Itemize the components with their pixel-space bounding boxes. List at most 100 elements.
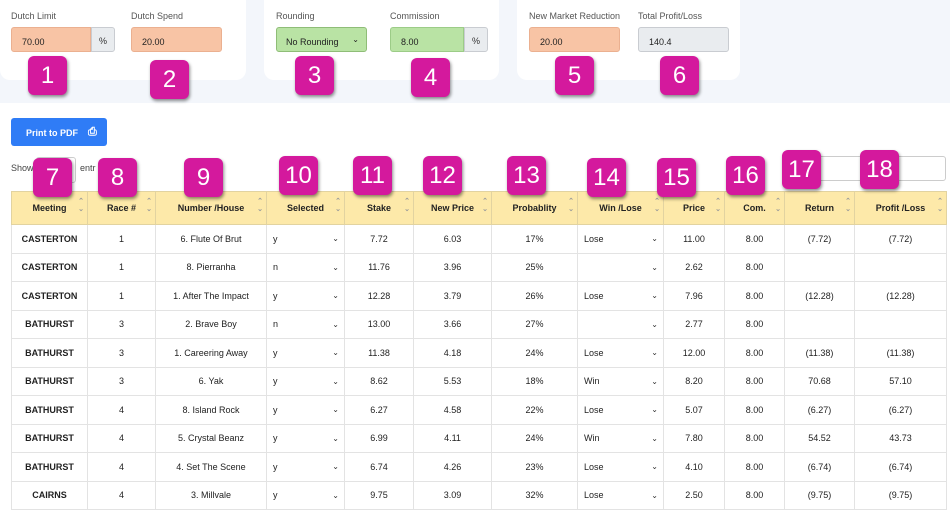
table-cell: 22% [491, 395, 578, 425]
table-cell: 6. Yak [155, 366, 267, 396]
table-cell: 6.27 [344, 395, 414, 425]
column-header[interactable]: New Price ⌃ ⌄ [413, 191, 492, 225]
selected-dropdown[interactable]: y ⌄ [266, 366, 345, 396]
badge-17: 17 [782, 150, 821, 189]
dropdown-value: y [273, 490, 278, 501]
table-cell: 8.00 [724, 480, 785, 510]
column-header[interactable]: Selected ⌃ ⌄ [266, 191, 345, 225]
win-lose-dropdown[interactable]: Lose ⌄ [577, 338, 664, 368]
win-lose-dropdown[interactable]: ⌄ [577, 309, 664, 339]
sort-arrows-icon: ⌃ ⌄ [845, 198, 851, 213]
win-lose-dropdown[interactable]: Lose ⌄ [577, 395, 664, 425]
table-row: BATHURST 3 1. Careering Away y ⌄ 11.38 4.18 24%… [11, 338, 947, 368]
table-cell: 43.73 [854, 423, 947, 453]
column-header[interactable]: Win /Lose ⌃ ⌄ [577, 191, 664, 225]
table-cell: (11.38) [854, 338, 947, 368]
table-cell: 3.96 [413, 252, 492, 282]
badge-9: 9 [184, 158, 223, 197]
chevron-down-icon: ⌄ [651, 234, 658, 243]
sort-arrows-icon: ⌃ ⌄ [715, 198, 721, 213]
table-cell: 6. Flute Of Brut [155, 224, 267, 254]
selected-dropdown[interactable]: y ⌄ [266, 423, 345, 453]
commission-percent-suffix: % [464, 27, 488, 52]
column-header[interactable]: Return ⌃ ⌄ [784, 191, 855, 225]
dutch-spend-input[interactable]: 20.00 [131, 27, 222, 52]
table-header-row: Meeting ⌃ ⌄ Race # ⌃ ⌄ Number /House ⌃ ⌄ Selected… [11, 191, 947, 225]
column-header[interactable]: Number /House ⌃ ⌄ [155, 191, 267, 225]
table-cell: 24% [491, 423, 578, 453]
win-lose-dropdown[interactable]: Lose ⌄ [577, 480, 664, 510]
print-to-pdf-button[interactable]: Print to PDF ⎙ [11, 118, 107, 146]
win-lose-dropdown[interactable]: Lose ⌄ [577, 281, 664, 311]
sort-arrows-icon: ⌃ ⌄ [335, 198, 341, 213]
dropdown-value: y [273, 347, 278, 358]
table-cell: BATHURST [11, 395, 88, 425]
column-header[interactable]: Stake ⌃ ⌄ [344, 191, 414, 225]
selected-dropdown[interactable]: y ⌄ [266, 338, 345, 368]
badge-12: 12 [423, 156, 462, 195]
entries-label: entr [80, 163, 96, 173]
selected-dropdown[interactable]: n ⌄ [266, 309, 345, 339]
column-header[interactable]: Profit /Loss ⌃ ⌄ [854, 191, 947, 225]
column-header[interactable]: Com. ⌃ ⌄ [724, 191, 785, 225]
chevron-down-icon: ⌄ [332, 462, 339, 471]
commission-input[interactable]: 8.00 [390, 27, 464, 52]
win-lose-dropdown[interactable]: Lose ⌄ [577, 224, 664, 254]
chevron-down-icon: ⌄ [332, 405, 339, 414]
total-profit-loss-label: Total Profit/Loss [638, 11, 703, 21]
total-profit-loss-field: 140.4 [638, 27, 729, 52]
column-header[interactable]: Price ⌃ ⌄ [663, 191, 725, 225]
table-cell: 8.00 [724, 423, 785, 453]
table-cell: (6.27) [784, 395, 855, 425]
table-cell: 6.74 [344, 452, 414, 482]
selected-dropdown[interactable]: y ⌄ [266, 480, 345, 510]
chevron-down-icon: ⌄ [332, 348, 339, 357]
column-header-label: Selected [286, 203, 325, 213]
selected-dropdown[interactable]: y ⌄ [266, 395, 345, 425]
win-lose-dropdown[interactable]: Lose ⌄ [577, 452, 664, 482]
table-cell: 1. Careering Away [155, 338, 267, 368]
dropdown-value: n [273, 319, 279, 330]
sort-arrows-icon: ⌃ ⌄ [568, 198, 574, 213]
badge-10: 10 [279, 156, 318, 195]
dropdown-value: Lose [584, 461, 604, 472]
table-cell: 8.00 [724, 224, 785, 254]
win-lose-dropdown[interactable]: Win ⌄ [577, 423, 664, 453]
table-cell: 2.62 [663, 252, 725, 282]
sort-arrows-icon: ⌃ ⌄ [654, 198, 660, 213]
column-header-label: Profit /Loss [875, 203, 926, 213]
table-cell: 3.09 [413, 480, 492, 510]
selected-dropdown[interactable]: y ⌄ [266, 224, 345, 254]
badge-18: 18 [860, 150, 899, 189]
dutch-limit-percent-suffix: % [91, 27, 115, 52]
column-header[interactable]: Probablity ⌃ ⌄ [491, 191, 578, 225]
badge-13: 13 [507, 156, 546, 195]
selected-dropdown[interactable]: y ⌄ [266, 452, 345, 482]
table-cell: 4 [87, 452, 156, 482]
column-header-label: Com. [743, 203, 766, 213]
table-row: CASTERTON 1 8. Pierranha n ⌄ 11.76 3.96 25% ⌄ 2.6… [11, 252, 947, 282]
selected-dropdown[interactable]: n ⌄ [266, 252, 345, 282]
selected-dropdown[interactable]: y ⌄ [266, 281, 345, 311]
sort-arrows-icon: ⌃ ⌄ [775, 198, 781, 213]
dutch-limit-label: Dutch Limit [11, 11, 57, 21]
dutch-limit-input[interactable]: 70.00 [11, 27, 91, 52]
win-lose-dropdown[interactable]: ⌄ [577, 252, 664, 282]
table-cell: 1. After The Impact [155, 281, 267, 311]
table-cell: 12.00 [663, 338, 725, 368]
table-cell [854, 309, 947, 339]
badge-3: 3 [295, 56, 334, 95]
new-market-reduction-input[interactable]: 20.00 [529, 27, 620, 52]
table-cell: 4. Set The Scene [155, 452, 267, 482]
column-header-label: Probablity [512, 203, 557, 213]
chevron-down-icon: ⌄ [651, 262, 658, 272]
dropdown-value: Win [584, 376, 600, 387]
rounding-select[interactable]: No Rounding ⌄ [276, 27, 367, 52]
win-lose-dropdown[interactable]: Win ⌄ [577, 366, 664, 396]
dropdown-value: Win [584, 433, 600, 444]
dropdown-value: y [273, 290, 278, 301]
table-cell [784, 309, 855, 339]
table-cell: 11.76 [344, 252, 414, 282]
table-cell: 2.50 [663, 480, 725, 510]
table-row: BATHURST 3 2. Brave Boy n ⌄ 13.00 3.66 27% ⌄ 2.77… [11, 309, 947, 339]
